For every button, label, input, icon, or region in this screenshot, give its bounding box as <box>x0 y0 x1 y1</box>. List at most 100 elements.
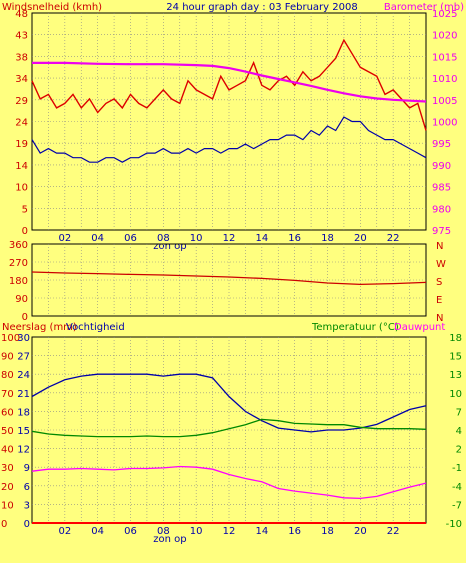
wind-axis-label: Windsnelheid (kmh) <box>2 2 102 13</box>
temperature-y-tick-label: -7 <box>452 500 462 511</box>
rain-y-tick-label: 20 <box>1 482 14 493</box>
humidity-x-tick-label: 14 <box>255 526 268 537</box>
wind-x-tick-label: 14 <box>255 233 268 244</box>
wind-y-tick-label: 43 <box>15 31 28 42</box>
temperature-y-tick-label: -1 <box>452 463 462 474</box>
humidity-y-tick-label: 0 <box>24 519 30 530</box>
temperature-y-tick-label: 7 <box>456 407 462 418</box>
humidity-y-tick-label: 12 <box>17 445 30 456</box>
humidity-y-tick-label: 18 <box>17 407 30 418</box>
rain-y-tick-label: 30 <box>1 463 14 474</box>
humidity-x-tick-label: 10 <box>190 526 203 537</box>
wind-direction-line <box>31 271 427 286</box>
barometer-y-tick-label: 1015 <box>432 52 457 63</box>
wind-y-tick-label: 19 <box>15 139 28 150</box>
wind-x-tick-label: 10 <box>190 233 203 244</box>
wind-y-tick-label: 29 <box>15 96 28 107</box>
humidity-y-tick-label: 15 <box>17 426 30 437</box>
temperature-axis-label: Temperatuur (°C) <box>311 322 399 333</box>
temperature-y-tick-label: 4 <box>456 426 462 437</box>
wind-avg-line <box>31 116 427 163</box>
wind-y-tick-label: 10 <box>15 183 28 194</box>
barometer-axis-label: Barometer (mb) <box>384 2 464 13</box>
humidity-axis-label: Vochtigheid <box>66 322 125 333</box>
barometer-y-tick-label: 995 <box>432 139 451 150</box>
humidity-x-tick-label: 16 <box>288 526 301 537</box>
barometer-y-tick-label: 990 <box>432 161 451 172</box>
barometer-y-tick-label: 1000 <box>432 118 457 129</box>
wind-x-tick-label: 04 <box>91 233 104 244</box>
dewpoint-axis-label: Dauwpunt <box>394 322 445 333</box>
humidity-x-tick-label: 22 <box>387 526 400 537</box>
wind-gust-line <box>31 38 427 131</box>
temperature-y-tick-label: -4 <box>452 482 462 493</box>
humidity-y-tick-label: 30 <box>17 333 30 344</box>
compass-letter: N <box>436 241 443 252</box>
wind-y-tick-label: 0 <box>22 226 28 237</box>
rain-y-tick-label: 50 <box>1 426 14 437</box>
temperature-y-tick-label: 10 <box>449 389 462 400</box>
temperature-y-tick-label: 13 <box>449 370 462 381</box>
humidity-x-tick-label: 20 <box>354 526 367 537</box>
sunrise-label: zon op <box>153 534 186 545</box>
rain-axis-label: Neerslag (mm) <box>2 322 77 333</box>
barometer-line <box>32 61 427 103</box>
wind-barometer-chart: 4843383429241914105010251020101510101005… <box>2 2 464 252</box>
sunrise-label: zon op <box>153 241 186 252</box>
humidity-line <box>31 373 427 433</box>
temperature-y-tick-label: 15 <box>449 352 462 363</box>
wind-y-tick-label: 24 <box>15 118 28 129</box>
wind-x-tick-label: 22 <box>387 233 400 244</box>
barometer-y-tick-label: 975 <box>432 226 451 237</box>
humidity-x-tick-label: 08 <box>157 526 170 537</box>
humidity-y-tick-label: 9 <box>24 463 30 474</box>
humidity-x-tick-label: 12 <box>223 526 236 537</box>
humidity-temperature-chart: 1009080706050403020100302724211815129630… <box>1 322 462 545</box>
humidity-y-tick-label: 21 <box>17 389 30 400</box>
temperature-y-tick-label: -10 <box>446 519 462 530</box>
direction-y-tick-label: 0 <box>22 312 28 323</box>
humidity-y-tick-label: 27 <box>17 352 30 363</box>
wind-y-tick-label: 48 <box>15 9 28 20</box>
rain-y-tick-label: 90 <box>1 352 14 363</box>
wind-y-tick-label: 14 <box>15 161 28 172</box>
humidity-x-tick-label: 18 <box>321 526 334 537</box>
wind-x-tick-label: 12 <box>223 233 236 244</box>
dewpoint-line <box>31 465 427 500</box>
wind-x-tick-label: 08 <box>157 233 170 244</box>
wind-x-tick-label: 02 <box>58 233 71 244</box>
direction-y-tick-label: 270 <box>9 258 28 269</box>
rain-y-tick-label: 0 <box>1 519 7 530</box>
rain-y-tick-label: 100 <box>1 333 20 344</box>
compass-letter: N <box>436 313 443 324</box>
rain-y-tick-label: 80 <box>1 370 14 381</box>
direction-y-tick-label: 360 <box>9 240 28 251</box>
wind-x-tick-label: 06 <box>124 233 137 244</box>
humidity-x-tick-label: 06 <box>124 526 137 537</box>
barometer-y-tick-label: 1010 <box>432 74 457 85</box>
rain-y-tick-label: 10 <box>1 500 14 511</box>
wind-y-tick-label: 5 <box>22 204 28 215</box>
barometer-y-tick-label: 980 <box>432 204 451 215</box>
chart-title: 24 hour graph day : 03 February 2008 <box>166 2 357 13</box>
wind-y-tick-label: 38 <box>15 52 28 63</box>
compass-letter: E <box>436 295 442 306</box>
rain-y-tick-label: 40 <box>1 445 14 456</box>
humidity-x-tick-label: 04 <box>91 526 104 537</box>
temperature-y-tick-label: 18 <box>449 333 462 344</box>
rain-y-tick-label: 60 <box>1 407 14 418</box>
rain-y-tick-label: 70 <box>1 389 14 400</box>
barometer-y-tick-label: 1020 <box>432 31 457 42</box>
wind-y-tick-label: 34 <box>15 74 28 85</box>
wind-x-tick-label: 20 <box>354 233 367 244</box>
barometer-y-tick-label: 1025 <box>432 9 457 20</box>
barometer-y-tick-label: 1005 <box>432 96 457 107</box>
compass-letter: S <box>436 277 442 288</box>
barometer-y-tick-label: 985 <box>432 183 451 194</box>
humidity-y-tick-label: 6 <box>24 482 30 493</box>
humidity-x-tick-label: 02 <box>58 526 71 537</box>
temperature-y-tick-label: 2 <box>456 445 462 456</box>
temperature-line <box>31 418 427 438</box>
